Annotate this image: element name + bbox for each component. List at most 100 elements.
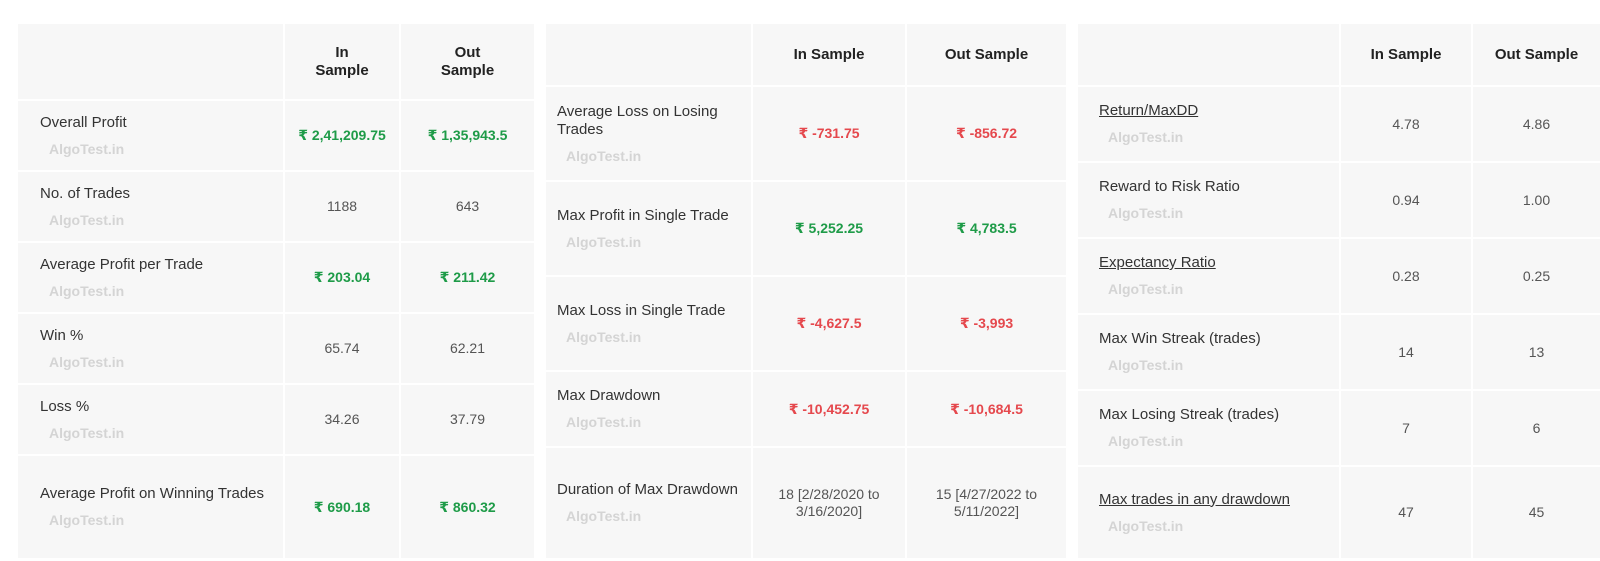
in-sample-value: ₹ 2,41,209.75 [284,100,401,172]
out-sample-value: 15 [4/27/2022 to 5/11/2022] [935,486,1038,519]
table-header-row: In Sample Out Sample [546,24,1066,87]
metric-cell: Overall Profit AlgoTest.in [18,100,285,172]
metric-label-duration-of-max-drawdown: Duration of Max Drawdown [557,481,738,498]
table-row: Expectancy Ratio AlgoTest.in 0.28 0.25 [1078,238,1600,315]
metric-label-reward-to-risk-ratio: Reward to Risk Ratio [1099,178,1240,195]
watermark-text: AlgoTest.in [1108,129,1184,145]
metric-column-header [1078,24,1341,87]
in-sample-value: 7 [1340,390,1473,467]
in-sample-value: 47 [1340,466,1473,558]
metric-label-average-profit-per-trade: Average Profit per Trade [40,255,204,273]
metric-label-max-drawdown: Max Drawdown [557,387,661,404]
table-row: Max Win Streak (trades) AlgoTest.in 14 1… [1078,314,1600,391]
metric-cell: Average Profit on Winning Trades AlgoTes… [18,455,285,558]
metric-link-max-trades-in-any-drawdown[interactable]: Max trades in any drawdown [1099,490,1290,508]
watermark-text: AlgoTest.in [49,211,125,228]
metric-label-win-percent: Win % [40,326,84,344]
out-sample-header: Out Sample [400,24,534,101]
metric-label-max-profit-in-single-trade: Max Profit in Single Trade [557,206,729,224]
stats-table-3: In Sample Out Sample Return/MaxDD AlgoTe… [1078,24,1600,558]
in-sample-value: 14 [1340,314,1473,391]
in-sample-value: ₹ -4,627.5 [752,276,907,372]
in-sample-header: In Sample [752,24,907,87]
metric-link-expectancy-ratio[interactable]: Expectancy Ratio [1099,254,1216,271]
table-row: Return/MaxDD AlgoTest.in 4.78 4.86 [1078,86,1600,163]
in-sample-header: In Sample [284,24,401,101]
watermark-text: AlgoTest.in [566,508,642,524]
out-sample-value: 45 [1528,504,1545,520]
in-sample-value: ₹ 5,252.25 [752,181,907,277]
metric-cell: Expectancy Ratio AlgoTest.in [1078,238,1341,315]
metric-cell: Loss % AlgoTest.in [18,384,285,456]
watermark-text: AlgoTest.in [49,512,125,528]
stats-table-3-grid: In Sample Out Sample Return/MaxDD AlgoTe… [1078,24,1600,558]
watermark-text: AlgoTest.in [1108,517,1184,534]
out-sample-value: ₹ -856.72 [906,86,1066,182]
in-sample-value: 18 [2/28/2020 to 3/16/2020] [752,447,907,558]
out-sample-value: 4.86 [1472,86,1600,163]
metric-link-return-maxdd[interactable]: Return/MaxDD [1099,102,1199,119]
out-sample-value: ₹ -3,993 [906,276,1066,372]
in-sample-value: 0.94 [1340,162,1473,239]
in-sample-value: ₹ -731.75 [752,86,907,182]
out-sample-value: 37.79 [400,384,534,456]
metric-column-header [546,24,753,87]
table-header-row: In Sample Out Sample [1078,24,1600,87]
stats-table-1-grid: In Sample Out Sample Overall Profit Algo… [18,24,534,558]
stats-table-1: In Sample Out Sample Overall Profit Algo… [18,24,534,558]
watermark-text: AlgoTest.in [566,328,642,345]
metric-cell: Return/MaxDD AlgoTest.in [1078,86,1341,163]
out-sample-header: Out Sample [906,24,1066,87]
metric-label-max-losing-streak: Max Losing Streak (trades) [1099,406,1280,423]
table-row: Max Loss in Single Trade AlgoTest.in ₹ -… [546,276,1066,372]
metric-cell: Reward to Risk Ratio AlgoTest.in [1078,162,1341,239]
in-sample-value: ₹ -10,452.75 [752,371,907,448]
watermark-text: AlgoTest.in [1108,433,1184,449]
in-sample-value: 1188 [284,171,401,243]
metric-cell: Max Losing Streak (trades) AlgoTest.in [1078,390,1341,467]
watermark-text: AlgoTest.in [1108,357,1184,373]
metric-label-no-of-trades: No. of Trades [40,184,131,202]
table-row: Loss % AlgoTest.in 34.26 37.79 [18,384,534,456]
watermark-text: AlgoTest.in [49,140,125,157]
table-row: Average Loss on Losing Trades AlgoTest.i… [546,86,1066,182]
out-sample-value: 62.21 [400,313,534,385]
out-sample-value: ₹ 860.32 [439,498,496,515]
stats-table-2-grid: In Sample Out Sample Average Loss on Los… [546,24,1066,558]
table-row: Max Drawdown AlgoTest.in ₹ -10,452.75 ₹ … [546,371,1066,448]
watermark-text: AlgoTest.in [566,147,642,164]
table-row: Max Losing Streak (trades) AlgoTest.in 7… [1078,390,1600,467]
table-row: Max Profit in Single Trade AlgoTest.in ₹… [546,181,1066,277]
out-sample-value: ₹ 1,35,943.5 [400,100,534,172]
in-sample-value: 0.28 [1340,238,1473,315]
metric-cell: Average Loss on Losing Trades AlgoTest.i… [546,86,753,182]
metric-cell: Average Profit per Trade AlgoTest.in [18,242,285,314]
stats-table-2: In Sample Out Sample Average Loss on Los… [546,24,1066,558]
in-sample-value: ₹ 690.18 [284,455,401,558]
in-sample-value: 34.26 [284,384,401,456]
metric-cell: Max trades in any drawdown AlgoTest.in [1078,466,1341,558]
watermark-text: AlgoTest.in [1108,281,1184,297]
in-sample-value: ₹ 203.04 [284,242,401,314]
metric-label-average-profit-on-winning-trades: Average Profit on Winning Trades [40,485,265,502]
in-sample-value: 4.78 [1340,86,1473,163]
table-row: No. of Trades AlgoTest.in 1188 643 [18,171,534,243]
watermark-text: AlgoTest.in [566,414,642,430]
watermark-text: AlgoTest.in [49,424,125,441]
table-row: Average Profit on Winning Trades AlgoTes… [18,455,534,558]
metric-cell: Max Loss in Single Trade AlgoTest.in [546,276,753,372]
out-sample-value: 6 [1472,390,1600,467]
table-row: Reward to Risk Ratio AlgoTest.in 0.94 1.… [1078,162,1600,239]
table-row: Overall Profit AlgoTest.in ₹ 2,41,209.75… [18,100,534,172]
metric-label-max-win-streak: Max Win Streak (trades) [1099,330,1261,347]
out-sample-value: ₹ 211.42 [400,242,534,314]
out-sample-value: 1.00 [1472,162,1600,239]
watermark-text: AlgoTest.in [566,233,642,250]
metric-label-overall-profit: Overall Profit [40,113,127,131]
metric-cell: Duration of Max Drawdown AlgoTest.in [546,447,753,558]
table-row: Duration of Max Drawdown AlgoTest.in 18 … [546,447,1066,558]
metric-cell: Max Drawdown AlgoTest.in [546,371,753,448]
table-row: Win % AlgoTest.in 65.74 62.21 [18,313,534,385]
in-sample-value: 65.74 [284,313,401,385]
metric-cell: No. of Trades AlgoTest.in [18,171,285,243]
